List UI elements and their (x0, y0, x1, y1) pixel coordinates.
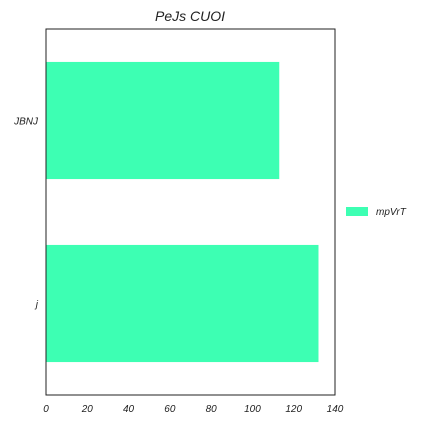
x-axis-ticks: 0 20 40 60 80 100 120 140 (43, 404, 344, 415)
legend: mpVrT (346, 207, 407, 218)
bar-2 (46, 244, 319, 363)
x-tick-label: 40 (123, 404, 135, 415)
x-tick-label: 80 (206, 404, 218, 415)
legend-label: mpVrT (376, 207, 407, 218)
plot-frame (45, 28, 336, 396)
x-tick-label: 0 (43, 404, 49, 415)
bar-1 (46, 61, 280, 180)
y-tick-label: JBNJ (13, 117, 39, 128)
x-tick-label: 140 (327, 404, 344, 415)
y-axis-ticks: JBNJ j (13, 117, 39, 311)
x-tick-label: 120 (285, 404, 302, 415)
legend-swatch (346, 207, 368, 216)
bars-layer (46, 61, 319, 363)
x-tick-label: 60 (164, 404, 176, 415)
x-tick-label: 100 (244, 404, 261, 415)
x-tick-label: 20 (81, 404, 94, 415)
chart-title: PeJs CUOI (155, 8, 225, 24)
y-tick-label: j (34, 300, 39, 311)
